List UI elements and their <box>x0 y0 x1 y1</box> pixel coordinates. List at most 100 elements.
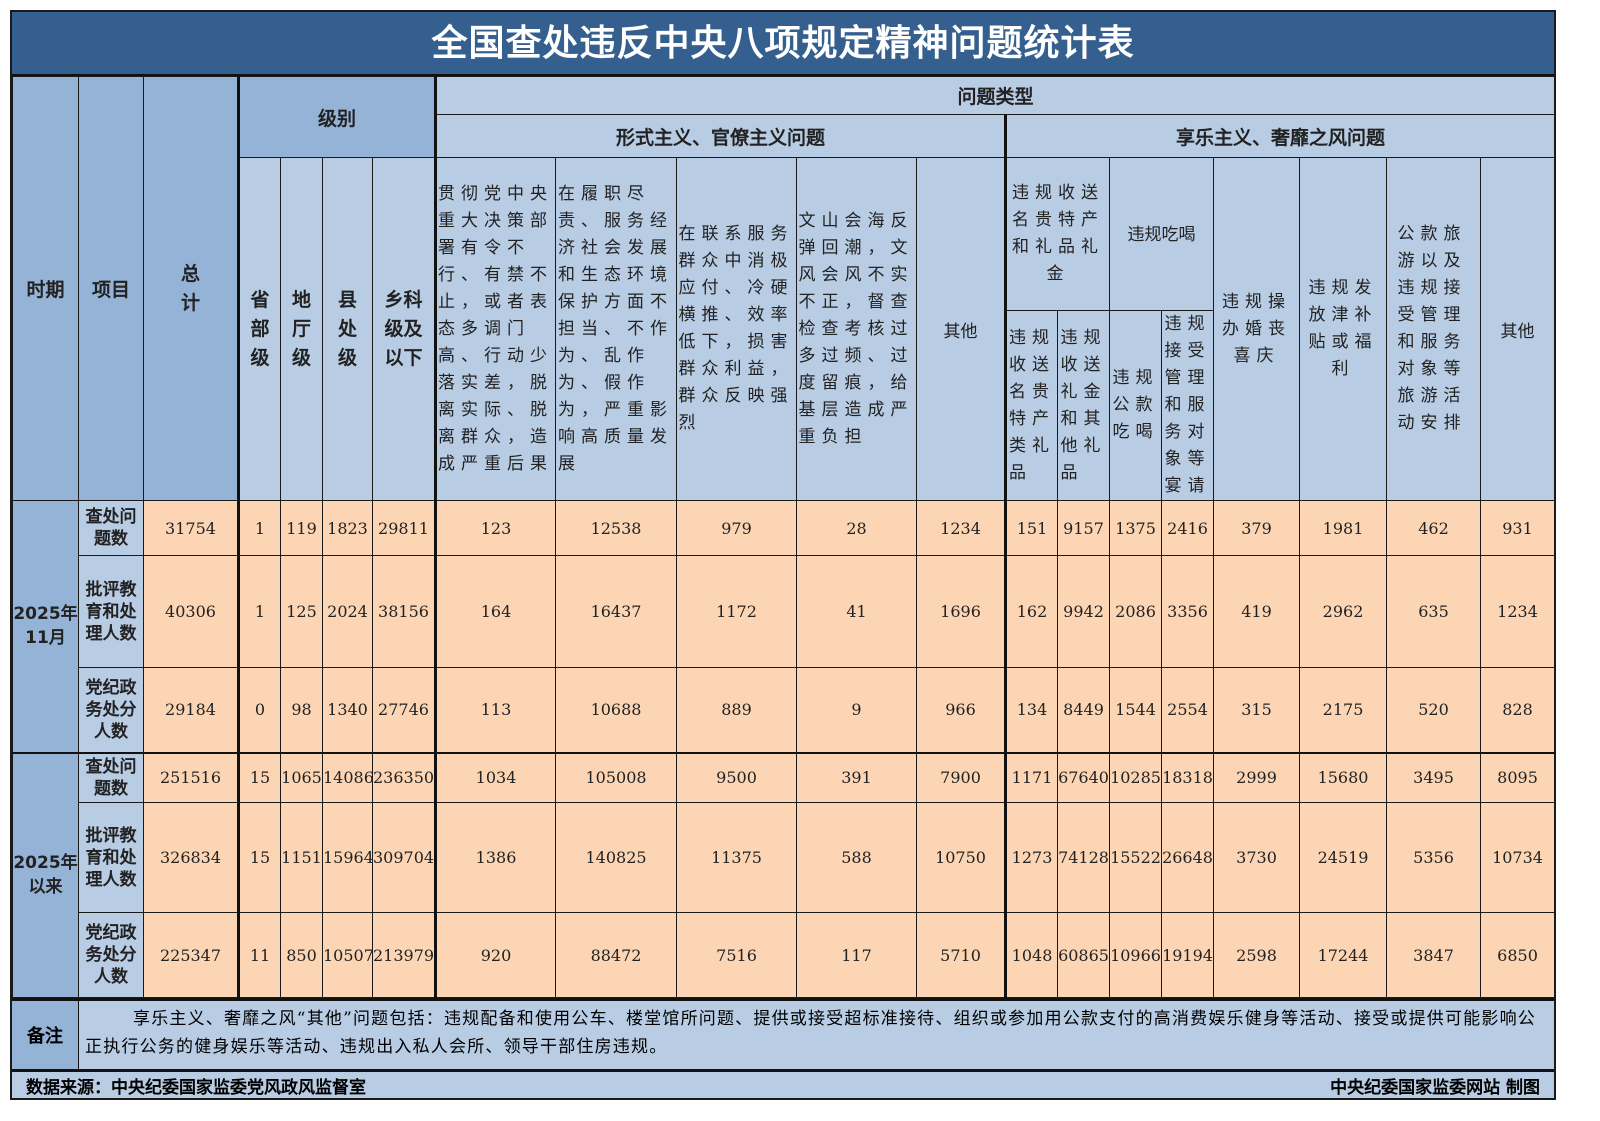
value-cell: 8449 <box>1057 667 1111 753</box>
header-formalism-col-1: 贯彻党中央重大决策部署有令不行、有禁不止，或者表态多调门高、行动少落实差，脱离实… <box>434 157 557 501</box>
value-cell: 117 <box>796 912 918 998</box>
column-label: 文山会海反弹回潮，文风会风不实不正，督查检查考核过多过频、过度留痕，给基层造成严… <box>798 210 914 447</box>
header-level-prefecture: 地厅级 <box>280 157 323 501</box>
value-cell: 11375 <box>676 802 798 913</box>
item-label: 查处问题数 <box>85 507 137 549</box>
total-value-cell: 29184 <box>143 667 239 753</box>
value-cell: 1696 <box>916 555 1007 668</box>
value-cell: 15964 <box>322 802 374 913</box>
level-label: 地厅级 <box>291 288 311 369</box>
item-label: 批评教育和处理人数 <box>85 825 137 890</box>
value-cell: 213979 <box>371 912 437 998</box>
period-cell: 2025年11月 <box>12 500 79 753</box>
value-cell: 588 <box>796 802 918 913</box>
item-cell: 查处问题数 <box>78 500 144 556</box>
value-cell: 134 <box>1004 667 1059 753</box>
header-total-label: 总计 <box>180 262 200 314</box>
value-cell: 7900 <box>916 751 1007 803</box>
total-value-cell: 40306 <box>143 555 239 668</box>
column-label: 违规收送名贵特产类礼品 <box>1009 327 1056 483</box>
value-cell: 1823 <box>322 500 373 556</box>
value-cell: 889 <box>676 667 798 753</box>
value-cell: 5356 <box>1386 802 1482 913</box>
header-level-county: 县处级 <box>322 157 373 501</box>
value-cell: 520 <box>1386 667 1482 753</box>
item-label: 党纪政务处分人数 <box>85 923 137 987</box>
value-cell: 315 <box>1213 667 1301 753</box>
note-label: 备注 <box>12 1001 79 1069</box>
value-cell: 60865 <box>1057 912 1111 998</box>
header-item: 项目 <box>78 76 144 501</box>
value-cell: 41 <box>796 555 918 668</box>
header-gifts-specialty: 违规收送名贵特产类礼品 <box>1004 310 1059 501</box>
value-cell: 162 <box>1004 555 1059 668</box>
value-cell: 38156 <box>371 555 437 668</box>
data-source: 数据来源：中央纪委国家监委党风政风监督室 <box>26 1077 366 1098</box>
value-cell: 1065 <box>280 751 323 803</box>
value-cell: 2999 <box>1213 751 1301 803</box>
value-cell: 15522 <box>1109 802 1163 913</box>
value-cell: 15 <box>237 802 281 913</box>
value-cell: 17244 <box>1299 912 1388 998</box>
value-cell: 27746 <box>371 667 437 753</box>
value-cell: 10285 <box>1109 751 1163 803</box>
column-label: 违规收送礼金和其他礼品 <box>1060 327 1107 483</box>
header-hedonism: 享乐主义、奢靡之风问题 <box>1004 114 1556 158</box>
level-label: 乡科级及以下 <box>384 288 423 369</box>
level-label: 省部级 <box>250 288 270 369</box>
value-cell: 2598 <box>1213 912 1301 998</box>
value-cell: 8095 <box>1480 751 1556 803</box>
value-cell: 74128 <box>1057 802 1111 913</box>
table-body: 2025年11月 查处问题数 31754 1 119 1823 29811 123 12538 9… <box>12 500 1556 998</box>
table-row: 批评教育和处理人数 40306 1 125 2024 38156 164 16437 1172 4… <box>13 555 1556 668</box>
note-text: 享乐主义、奢靡之风“其他”问题包括：违规配备和使用公车、楼堂馆所问题、提供或接受… <box>79 1001 1554 1069</box>
value-cell: 98 <box>280 667 323 753</box>
statistics-table-card: 全国查处违反中央八项规定精神问题统计表 时期 项目 总计 级别 问题类型 形式主… <box>10 10 1556 1100</box>
value-cell: 419 <box>1213 555 1301 668</box>
value-cell: 462 <box>1386 500 1482 556</box>
value-cell: 1172 <box>676 555 798 668</box>
column-label: 违规操办婚丧喜庆 <box>1222 291 1292 366</box>
item-cell: 批评教育和处理人数 <box>78 555 144 668</box>
header-total: 总计 <box>143 76 239 501</box>
column-label: 公款旅游以及违规接受管理和服务对象等旅游活动安排 <box>1397 224 1467 433</box>
value-cell: 966 <box>916 667 1007 753</box>
value-cell: 1386 <box>434 802 557 913</box>
value-cell: 19194 <box>1161 912 1215 998</box>
column-label: 在联系服务群众中消极应付、冷硬横推、效率低下，损害群众利益，群众反映强烈 <box>678 224 794 433</box>
value-cell: 16437 <box>555 555 678 668</box>
value-cell: 9157 <box>1057 500 1111 556</box>
value-cell: 1171 <box>1004 751 1059 803</box>
value-cell: 2554 <box>1161 667 1215 753</box>
value-cell: 3356 <box>1161 555 1215 668</box>
header-gifts-cash: 违规收送礼金和其他礼品 <box>1057 310 1111 501</box>
value-cell: 123 <box>434 500 557 556</box>
period-cell: 2025年以来 <box>12 751 79 998</box>
item-cell: 党纪政务处分人数 <box>78 667 144 753</box>
column-label: 违规接受管理和服务对象等宴请 <box>1164 314 1211 496</box>
column-label: 在履职尽责、服务经济社会发展和生态环境保护方面不担当、不作为、乱作为、假作为，严… <box>558 183 674 474</box>
value-cell: 105008 <box>555 751 678 803</box>
header-level-township: 乡科级及以下 <box>371 157 437 501</box>
value-cell: 2416 <box>1161 500 1215 556</box>
value-cell: 119 <box>280 500 323 556</box>
value-cell: 164 <box>434 555 557 668</box>
table-row: 2025年11月 查处问题数 31754 1 119 1823 29811 123 12538 9… <box>12 500 1556 753</box>
value-cell: 1 <box>237 500 281 556</box>
value-cell: 1048 <box>1004 912 1059 998</box>
header-period: 时期 <box>12 76 79 501</box>
table-row: 2025年以来 查处问题数 251516 15 1065 14086 236350 1034 1… <box>12 751 1556 998</box>
value-cell: 850 <box>280 912 323 998</box>
value-cell: 10966 <box>1109 912 1163 998</box>
header-dining-group: 违规吃喝 <box>1109 157 1215 311</box>
value-cell: 15680 <box>1299 751 1388 803</box>
value-cell: 151 <box>1004 500 1059 556</box>
value-cell: 125 <box>280 555 323 668</box>
value-cell: 1340 <box>322 667 373 753</box>
item-cell: 批评教育和处理人数 <box>78 802 144 913</box>
header-formalism-col-3: 在联系服务群众中消极应付、冷硬横推、效率低下，损害群众利益，群众反映强烈 <box>676 157 798 501</box>
header-level-provincial: 省部级 <box>237 157 281 501</box>
value-cell: 10507 <box>322 912 374 998</box>
item-cell: 查处问题数 <box>78 751 144 803</box>
header-dining-banquet: 违规接受管理和服务对象等宴请 <box>1161 310 1215 501</box>
